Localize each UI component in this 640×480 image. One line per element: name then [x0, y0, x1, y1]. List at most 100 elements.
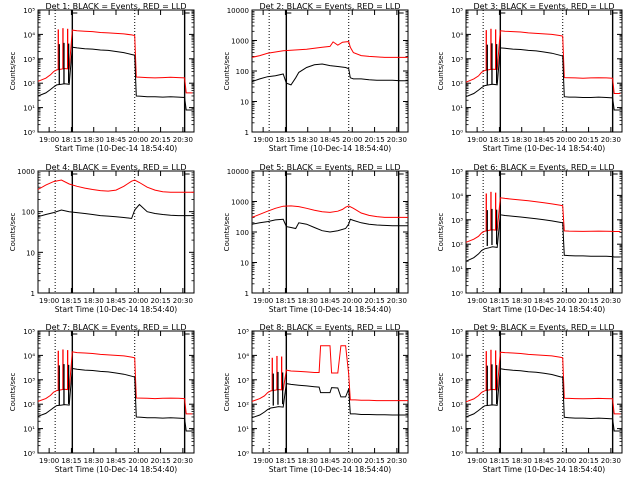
x-tick-label: 19:00 [253, 136, 273, 144]
x-tick-label: 18:30 [298, 297, 318, 305]
x-tick-label: 19:00 [467, 297, 487, 305]
y-tick-label: 10² [237, 401, 249, 409]
x-tick-label: 20:30 [387, 457, 407, 465]
chart-title: Det 6: BLACK = Events, RED = LLD [474, 163, 615, 172]
y-tick-label: 10³ [451, 217, 463, 225]
y-tick-label: 10⁴ [23, 352, 35, 360]
x-axis-label: Start Time (10-Dec-14 18:54:40) [483, 465, 605, 474]
y-tick-label: 10¹ [451, 426, 463, 434]
y-tick-label: 10³ [237, 377, 249, 385]
x-tick-label: 19:00 [253, 297, 273, 305]
y-tick-label: 10⁵ [237, 328, 249, 336]
y-tick-label: 10⁰ [237, 450, 249, 458]
x-tick-label: 20:15 [578, 457, 598, 465]
x-axis-label: Start Time (10-Dec-14 18:54:40) [55, 305, 177, 314]
series-line-events [37, 46, 193, 111]
plot-frame [465, 170, 623, 294]
x-tick-label: 19:00 [39, 297, 59, 305]
series-line-events [37, 203, 194, 220]
y-tick-label: 10⁰ [451, 450, 463, 458]
chart-panel: 1 10 100 1000 10000 19:00 18:15 18:30 18:45 20:00… [223, 163, 409, 314]
x-tick-label: 18:15 [489, 457, 509, 465]
x-tick-label: 20:00 [342, 297, 362, 305]
y-tick-label: 10000 [227, 168, 249, 176]
x-tick-label: 19:00 [467, 457, 487, 465]
x-tick-label: 20:15 [364, 297, 384, 305]
x-axis-label: Start Time (10-Dec-14 18:54:40) [269, 144, 391, 153]
series-line-lld [465, 30, 621, 94]
x-tick-label: 18:30 [512, 297, 532, 305]
y-axis-label: Counts/sec [9, 213, 17, 252]
y-tick-label: 10⁰ [23, 129, 35, 137]
chart-title: Det 4: BLACK = Events, RED = LLD [46, 163, 187, 172]
y-tick-label: 10⁴ [451, 31, 463, 39]
x-tick-label: 18:45 [320, 457, 340, 465]
y-tick-label: 10³ [451, 56, 463, 64]
y-tick-label: 10³ [451, 377, 463, 385]
y-axis-label: Counts/sec [9, 373, 17, 412]
x-tick-label: 18:30 [84, 297, 104, 305]
x-tick-label: 18:45 [106, 457, 126, 465]
x-tick-label: 18:45 [106, 136, 126, 144]
x-axis-label: Start Time (10-Dec-14 18:54:40) [269, 465, 391, 474]
x-tick-label: 20:15 [578, 136, 598, 144]
series-line-events [251, 218, 408, 233]
y-tick-label: 100 [236, 68, 249, 76]
series-line-lld [37, 179, 194, 193]
x-tick-label: 18:45 [320, 136, 340, 144]
x-tick-label: 20:00 [556, 297, 576, 305]
x-tick-label: 19:00 [39, 136, 59, 144]
x-tick-label: 19:00 [253, 457, 273, 465]
x-tick-label: 18:15 [489, 297, 509, 305]
y-tick-label: 1000 [231, 38, 249, 46]
x-tick-label: 20:30 [173, 297, 193, 305]
x-tick-label: 20:30 [601, 457, 621, 465]
y-tick-label: 10⁵ [23, 328, 35, 336]
x-tick-label: 18:15 [61, 136, 81, 144]
y-axis-label: Counts/sec [437, 373, 445, 412]
y-tick-label: 10² [23, 401, 35, 409]
x-tick-label: 18:45 [534, 297, 554, 305]
y-axis-label: Counts/sec [223, 213, 231, 252]
x-tick-label: 18:15 [61, 457, 81, 465]
x-tick-label: 20:00 [556, 136, 576, 144]
x-tick-label: 20:30 [601, 297, 621, 305]
x-tick-label: 20:00 [342, 457, 362, 465]
series-line-lld [251, 345, 408, 402]
x-tick-label: 18:45 [534, 457, 554, 465]
chart-title: Det 5: BLACK = Events, RED = LLD [260, 163, 401, 172]
series-line-events [465, 368, 621, 432]
series-line-events [251, 383, 408, 419]
y-tick-label: 10000 [227, 7, 249, 15]
chart-panel: 1 10 100 1000 19:00 18:15 18:30 18:45 20:00 20:15… [9, 163, 195, 314]
x-tick-label: 18:30 [298, 457, 318, 465]
y-tick-label: 10 [240, 99, 249, 107]
y-tick-label: 1 [245, 290, 249, 298]
x-tick-label: 20:00 [128, 297, 148, 305]
chart-title: Det 3: BLACK = Events, RED = LLD [474, 2, 615, 11]
y-tick-label: 10⁵ [451, 328, 463, 336]
y-tick-label: 10¹ [23, 105, 35, 113]
y-tick-label: 10⁰ [451, 129, 463, 137]
y-tick-label: 100 [236, 229, 249, 237]
series-line-lld [465, 351, 621, 415]
y-tick-label: 1000 [17, 168, 35, 176]
x-tick-label: 20:15 [578, 297, 598, 305]
series-line-lld [251, 205, 408, 218]
y-tick-label: 10⁵ [451, 168, 463, 176]
x-axis-label: Start Time (10-Dec-14 18:54:40) [269, 305, 391, 314]
x-tick-label: 18:30 [512, 457, 532, 465]
chart-title: Det 7: BLACK = Events, RED = LLD [46, 323, 187, 332]
y-axis-label: Counts/sec [9, 52, 17, 91]
plot-frame [465, 330, 623, 454]
series-line-lld [251, 41, 408, 58]
x-tick-label: 18:15 [489, 136, 509, 144]
y-tick-label: 10¹ [451, 105, 463, 113]
series-line-events [465, 47, 621, 111]
y-tick-label: 10⁵ [451, 7, 463, 15]
y-tick-label: 10⁵ [23, 7, 35, 15]
x-tick-label: 20:00 [128, 457, 148, 465]
series-line-events [465, 214, 621, 262]
